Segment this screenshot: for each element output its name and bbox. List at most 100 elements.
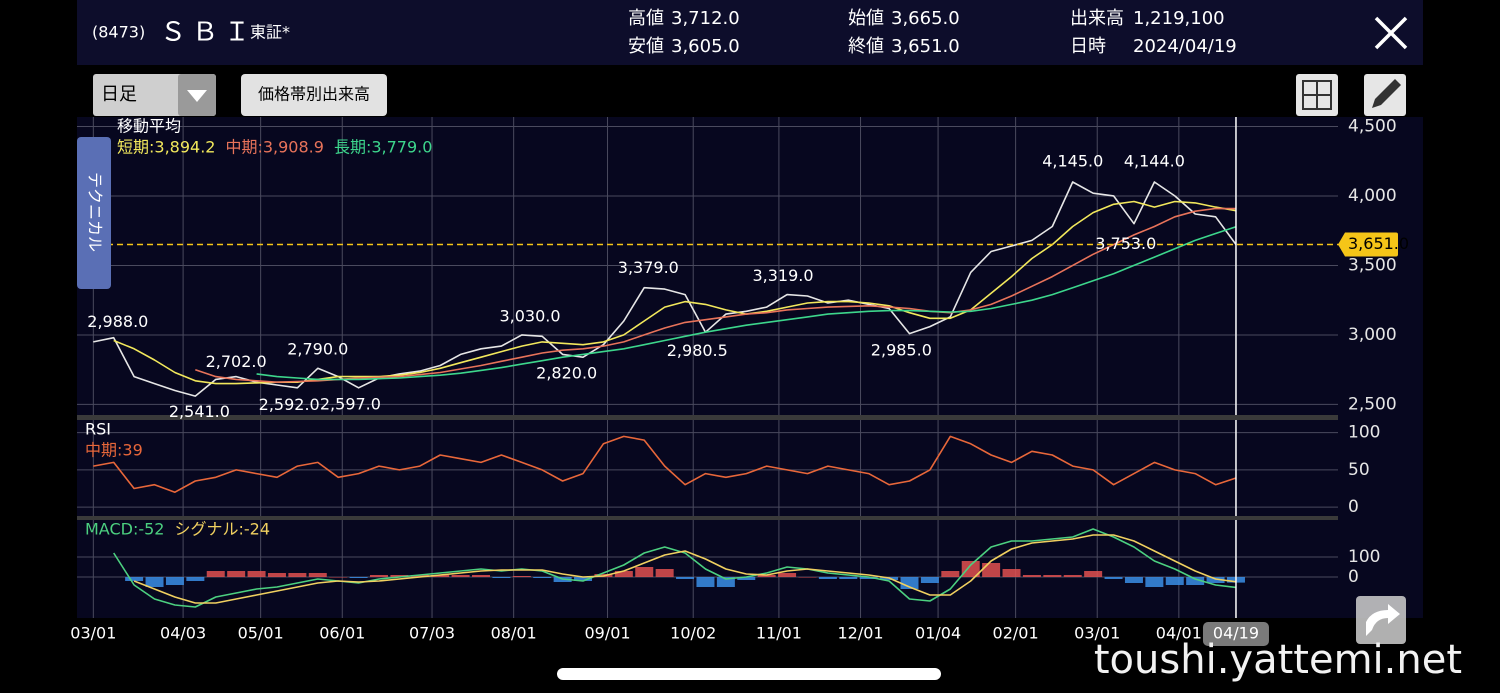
watermark: toushi.yattemi.net <box>1094 637 1462 683</box>
volume-button[interactable]: 価格帯別出来高 <box>241 74 387 116</box>
histogram-bar <box>1022 575 1041 577</box>
technical-label: テクニカル <box>86 172 105 252</box>
price-annotation: 3,379.0 <box>618 258 679 277</box>
x-tick-label: 07/03 <box>409 624 455 643</box>
panel-separator <box>77 516 1338 520</box>
histogram-bar <box>1084 571 1103 577</box>
current-price-label: 3,651.0 <box>1348 234 1409 253</box>
axis-background <box>1338 117 1423 618</box>
quote-value: 1,219,100 <box>1133 8 1225 29</box>
price-annotation: 3,319.0 <box>752 266 813 285</box>
histogram-bar <box>961 561 980 577</box>
x-tick-label: 03/01 <box>1074 624 1120 643</box>
legend-title: 移動平均 <box>117 117 181 136</box>
price-annotation: 2,592.0 <box>259 395 320 414</box>
y-tick-label: 0 <box>1348 497 1359 517</box>
histogram-bar <box>1043 575 1062 577</box>
period-dropdown[interactable]: 日足 <box>93 74 216 116</box>
legend-title: RSI <box>85 420 111 439</box>
layout-button[interactable] <box>1296 74 1338 116</box>
quote-label: 始値 <box>848 8 884 29</box>
y-tick-label: 0 <box>1348 567 1359 587</box>
labels: 2,500 3,000 3,500 4,000 4,500 2,988.0 2,541.0 2… <box>70 116 1409 646</box>
series-line <box>93 435 1237 493</box>
histogram-bar <box>492 577 511 578</box>
legend-entry: 中期:39 <box>85 441 143 460</box>
y-tick-label: 100 <box>1348 547 1380 567</box>
x-tick-label: 04/01 <box>1156 624 1202 643</box>
x-tick-label: 09/01 <box>584 624 630 643</box>
histogram-bar <box>1186 577 1205 585</box>
quote-value: 3,651.0 <box>891 36 960 57</box>
histogram-bar <box>308 573 327 577</box>
price-annotation: 2,985.0 <box>871 341 932 360</box>
x-tick-label: 03/01 <box>70 624 116 643</box>
price-annotation: 3,753.0 <box>1095 234 1156 253</box>
histogram-bar <box>390 575 409 577</box>
x-tick-label: 01/04 <box>915 624 961 643</box>
histogram-bar <box>716 577 735 587</box>
histogram-bar <box>206 571 225 577</box>
price-annotation: 2,988.0 <box>87 312 148 331</box>
price-annotation: 2,820.0 <box>536 363 597 382</box>
histogram-bar <box>533 577 552 578</box>
legend-entry: 長期:3,779.0 <box>334 138 432 157</box>
price-annotation: 4,144.0 <box>1124 151 1185 170</box>
histogram-bar <box>145 577 164 587</box>
quote-value: 3,605.0 <box>671 36 740 57</box>
histogram-bar <box>1206 577 1225 583</box>
cursor-label-box <box>1202 622 1269 646</box>
legend-entry: シグナル:-24 <box>174 520 270 539</box>
histogram-bar <box>165 577 184 585</box>
market: 東証* <box>250 23 290 42</box>
histogram-bar <box>859 577 878 579</box>
legend-entry: 中期:3,908.9 <box>225 138 323 157</box>
histogram-bar <box>1104 577 1123 579</box>
x-tick-label: 06/01 <box>319 624 365 643</box>
histogram-bar <box>247 571 266 577</box>
histogram-bar <box>941 571 960 577</box>
close-button[interactable] <box>1374 16 1408 50</box>
quote-value: 3,665.0 <box>891 8 960 29</box>
legend-entry: MACD:-52 <box>85 520 164 539</box>
histogram-bar <box>410 575 429 577</box>
histogram-bar <box>329 577 348 578</box>
draw-button[interactable] <box>1364 74 1406 116</box>
share-button[interactable] <box>1356 596 1406 644</box>
series-line <box>133 534 1237 604</box>
histogram-bar <box>512 576 531 577</box>
x-tick-label: 11/01 <box>756 624 802 643</box>
panel-separator <box>77 415 1338 420</box>
histogram-bar <box>798 577 817 578</box>
x-tick-label: 12/01 <box>837 624 883 643</box>
series-line <box>93 181 1237 397</box>
quote-value: 3,712.0 <box>671 8 740 29</box>
legend-entry: 短期:3,894.2 <box>117 138 215 157</box>
histogram-bar <box>1165 577 1184 585</box>
series-line <box>113 528 1237 608</box>
x-tick-label: 04/19 <box>1213 624 1259 643</box>
histogram-bar <box>349 577 368 578</box>
histogram-bar <box>920 577 939 583</box>
y-tick-label: 4,000 <box>1348 186 1397 206</box>
histogram-bar <box>451 575 470 577</box>
histogram-bar <box>288 573 307 577</box>
histogram-bar <box>574 577 593 581</box>
x-tick-label: 08/01 <box>491 624 537 643</box>
x-tick-label: 02/01 <box>993 624 1039 643</box>
period-label: 日足 <box>101 84 137 105</box>
histogram-bar <box>900 577 919 589</box>
current-price-tag <box>1338 232 1398 257</box>
quotes: 高値 3,712.0 安値 3,605.0 始値 3,665.0 終値 3,65… <box>628 8 1237 57</box>
price-annotation: 4,145.0 <box>1042 151 1103 170</box>
technical-tab[interactable]: テクニカル <box>77 137 111 289</box>
histogram-bar <box>472 575 491 577</box>
histogram-bar <box>1063 575 1082 577</box>
quote-value: 2024/04/19 <box>1133 36 1237 57</box>
stock-code: (8473) <box>92 23 145 42</box>
histogram-bar <box>1002 569 1021 577</box>
price-annotation: 2,980.5 <box>667 341 728 360</box>
quote-label: 出来高 <box>1070 8 1124 29</box>
plot-background <box>77 117 1338 618</box>
